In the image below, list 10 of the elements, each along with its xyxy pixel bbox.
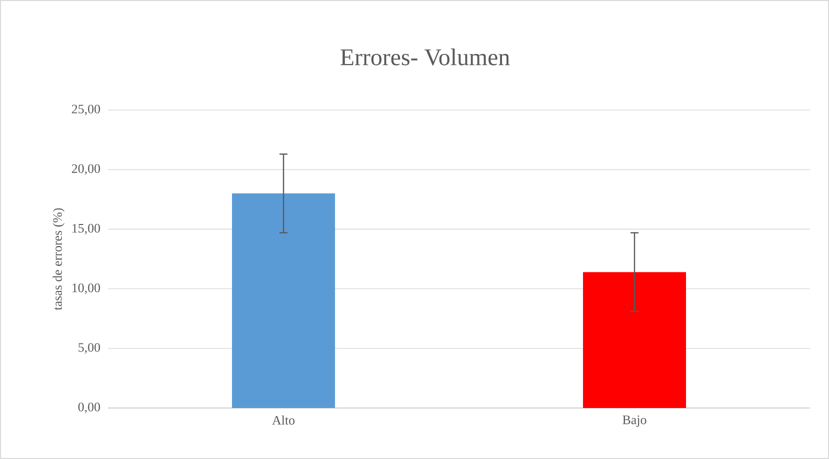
chart-title: Errores- Volumen <box>340 48 510 66</box>
y-tick-label: 5,00 <box>78 343 100 354</box>
x-tick-label: Alto <box>272 416 295 425</box>
y-tick-label: 0,00 <box>78 402 100 414</box>
y-tick-label: 20,00 <box>72 164 100 175</box>
y-tick-label: 15,00 <box>72 224 100 234</box>
x-tick-label: Bajo <box>622 416 646 427</box>
y-axis-title: tasas de errores (%) <box>52 208 64 310</box>
y-tick-label: 10,00 <box>72 283 100 294</box>
y-tick-label: 25,00 <box>72 104 100 116</box>
